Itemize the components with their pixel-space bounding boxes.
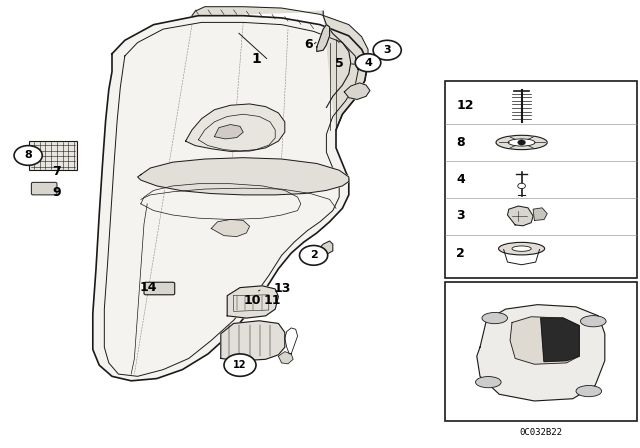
Circle shape xyxy=(373,40,401,60)
Text: 8: 8 xyxy=(24,151,32,160)
Bar xyxy=(29,141,77,170)
Bar xyxy=(445,81,637,278)
Text: 2: 2 xyxy=(456,246,465,260)
Ellipse shape xyxy=(580,315,606,327)
Circle shape xyxy=(518,183,525,189)
Polygon shape xyxy=(317,25,330,52)
Text: 6: 6 xyxy=(304,38,313,52)
FancyBboxPatch shape xyxy=(144,282,175,295)
Text: 4: 4 xyxy=(364,58,372,68)
Ellipse shape xyxy=(508,139,535,146)
Text: 12: 12 xyxy=(456,99,474,112)
Polygon shape xyxy=(278,352,293,364)
Circle shape xyxy=(14,146,42,165)
Text: 3: 3 xyxy=(383,45,391,55)
Text: 12: 12 xyxy=(233,360,247,370)
FancyBboxPatch shape xyxy=(31,182,57,195)
Polygon shape xyxy=(508,206,533,226)
Polygon shape xyxy=(317,241,333,254)
Polygon shape xyxy=(192,7,368,130)
Polygon shape xyxy=(477,305,605,401)
Text: 1: 1 xyxy=(251,52,261,66)
Text: 0C032B22: 0C032B22 xyxy=(519,428,563,437)
Bar xyxy=(445,282,637,421)
Text: 2: 2 xyxy=(310,250,317,260)
Polygon shape xyxy=(227,286,278,318)
Ellipse shape xyxy=(482,313,508,323)
Ellipse shape xyxy=(499,242,545,255)
Circle shape xyxy=(518,140,525,145)
Text: 14: 14 xyxy=(140,281,157,294)
Ellipse shape xyxy=(576,385,602,397)
Circle shape xyxy=(300,246,328,265)
Polygon shape xyxy=(211,220,250,237)
Text: 8: 8 xyxy=(456,136,465,149)
Polygon shape xyxy=(533,208,547,220)
Polygon shape xyxy=(138,158,349,195)
Polygon shape xyxy=(344,83,370,99)
Circle shape xyxy=(355,54,381,72)
Text: 4: 4 xyxy=(456,172,465,186)
Text: 10: 10 xyxy=(243,293,261,307)
Text: 13: 13 xyxy=(274,282,291,295)
Polygon shape xyxy=(541,318,579,362)
Polygon shape xyxy=(214,125,243,139)
Text: 9: 9 xyxy=(52,186,61,199)
Polygon shape xyxy=(93,16,368,381)
Text: 11: 11 xyxy=(264,293,282,307)
Ellipse shape xyxy=(512,246,531,251)
Circle shape xyxy=(224,354,256,376)
Text: 7: 7 xyxy=(52,165,61,178)
Bar xyxy=(357,60,375,69)
Text: 3: 3 xyxy=(456,209,465,223)
Polygon shape xyxy=(510,317,579,364)
Ellipse shape xyxy=(476,376,501,388)
Ellipse shape xyxy=(496,135,547,150)
Polygon shape xyxy=(186,104,285,151)
Text: 5: 5 xyxy=(335,57,344,70)
Polygon shape xyxy=(221,321,285,361)
